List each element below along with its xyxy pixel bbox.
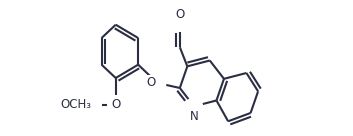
Text: O: O <box>175 8 185 21</box>
Text: N: N <box>190 110 198 123</box>
Text: O: O <box>111 98 120 111</box>
Text: O: O <box>146 76 156 89</box>
Text: OCH₃: OCH₃ <box>61 98 91 111</box>
